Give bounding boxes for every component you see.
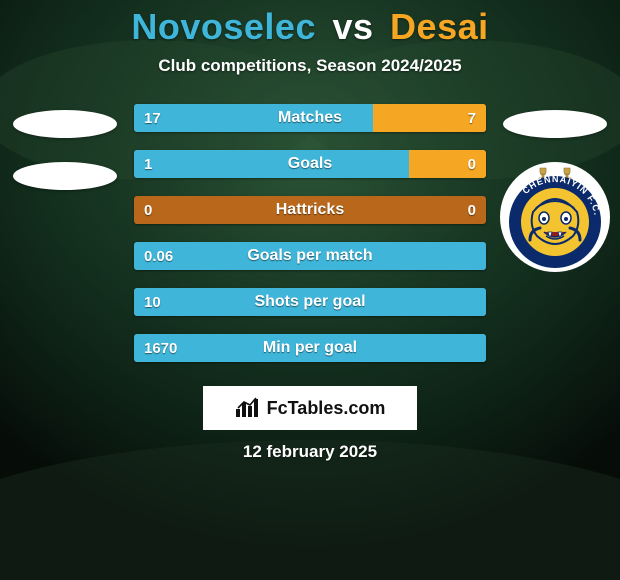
right-badge-column: CHENNAIYIN F.C. <box>500 104 610 272</box>
stat-bars: 177Matches10Goals00Hattricks0.06Goals pe… <box>134 104 486 362</box>
page-title: Novoselec vs Desai <box>0 6 620 48</box>
watermark-text: FcTables.com <box>267 398 386 419</box>
stat-value-left: 1670 <box>134 334 187 362</box>
title-vs: vs <box>332 6 373 47</box>
subtitle: Club competitions, Season 2024/2025 <box>0 56 620 76</box>
bar-chart-icon <box>235 397 261 419</box>
stat-value-left: 1 <box>134 150 162 178</box>
stat-value-left: 10 <box>134 288 171 316</box>
stat-value-right: 0 <box>458 196 486 224</box>
stat-value-left: 0.06 <box>134 242 183 270</box>
generation-date: 12 february 2025 <box>0 442 620 462</box>
stat-bar-left-segment <box>134 150 409 178</box>
player-photo-placeholder <box>13 110 117 138</box>
stat-bar: 0 0Hattricks <box>134 196 486 224</box>
stat-bar: 1670Min per goal <box>134 334 486 362</box>
stat-bar: 10Shots per goal <box>134 288 486 316</box>
stat-label: Hattricks <box>134 196 486 224</box>
stat-value-left: 0 <box>134 196 162 224</box>
stat-bar-left-segment <box>134 288 486 316</box>
stat-bar: 0.06Goals per match <box>134 242 486 270</box>
title-player2: Desai <box>390 6 489 47</box>
stat-bar: 10Goals <box>134 150 486 178</box>
title-player1: Novoselec <box>131 6 316 47</box>
stat-bar: 177Matches <box>134 104 486 132</box>
left-badge-column <box>10 104 120 190</box>
stat-value-right: 0 <box>458 150 486 178</box>
player-photo-placeholder <box>503 110 607 138</box>
stat-value-left: 17 <box>134 104 171 132</box>
watermark-fctables: FcTables.com <box>203 386 417 430</box>
club-crest-chennaiyin: CHENNAIYIN F.C. <box>500 162 610 272</box>
stat-bar-left-segment <box>134 242 486 270</box>
club-crest-placeholder <box>13 162 117 190</box>
stat-value-right: 7 <box>458 104 486 132</box>
